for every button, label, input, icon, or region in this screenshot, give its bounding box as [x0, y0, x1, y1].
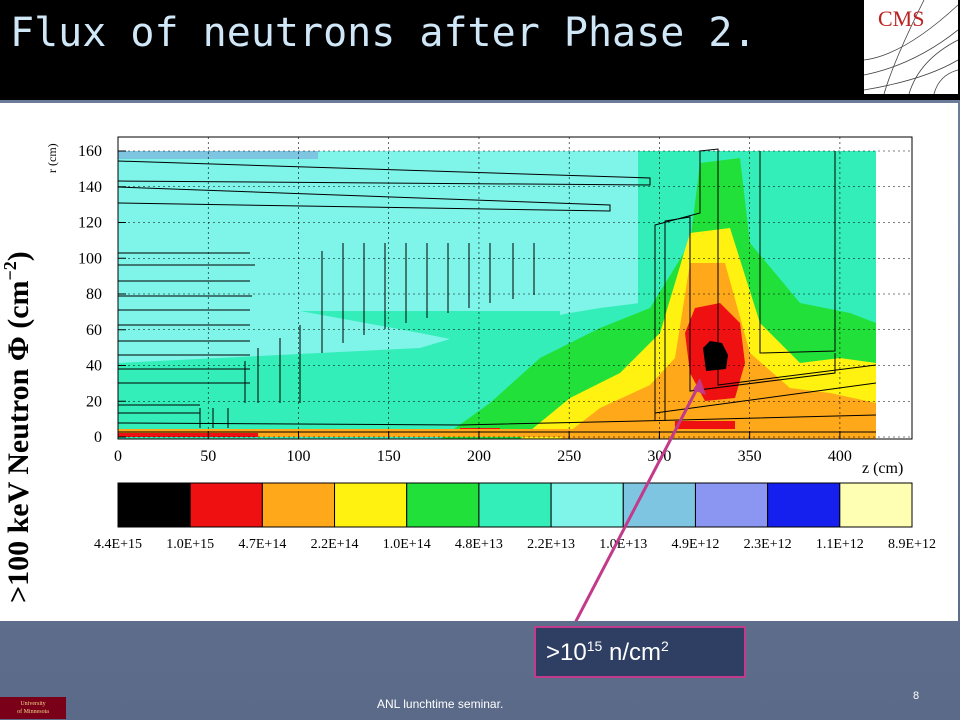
- colorbar-swatch: [261, 482, 336, 528]
- geom-endcap: [664, 216, 836, 421]
- colorbar-label: 1.0E+15: [166, 537, 214, 552]
- grid-lines: [117, 137, 912, 439]
- colorbar-label: 4.8E+13: [455, 537, 503, 552]
- x-tick-label: 0: [114, 448, 122, 465]
- svg-text:>100 keV Neutron Φ (cm−2): >100 keV Neutron Φ (cm−2): [0, 251, 35, 603]
- colorbar-label: 8.9E+12: [888, 537, 936, 552]
- colorbar-swatch: [478, 482, 552, 528]
- x-tick-label: 100: [286, 448, 310, 465]
- geom-endcap-right: [759, 151, 836, 354]
- y-tick-label: 160: [78, 143, 102, 160]
- y-tick-label: 60: [86, 322, 102, 339]
- callout-suffix: n/cm: [602, 639, 661, 666]
- plot-panel: >100 keV Neutron Φ (cm−2): [0, 103, 958, 621]
- colorbar-swatch: [117, 482, 191, 528]
- y-tick-label: 100: [78, 250, 102, 267]
- geom-cone: [654, 382, 877, 414]
- colorbar-label: 1.1E+12: [816, 537, 864, 552]
- colorbar-label: 2.2E+14: [311, 537, 359, 552]
- colorbar: [117, 482, 913, 528]
- colorbar-label: 1.0E+13: [599, 537, 647, 552]
- ylabel-exp: −2: [0, 261, 20, 280]
- outer-y-axis-label: >100 keV Neutron Φ (cm−2): [0, 251, 35, 603]
- ylabel-unit: (cm: [2, 280, 35, 336]
- y-tick-label: 40: [86, 358, 102, 375]
- colorbar-swatch: [839, 482, 913, 528]
- y-axis-label: r (cm): [45, 143, 59, 173]
- callout-exp: 15: [586, 638, 603, 654]
- colorbar-label: 1.0E+14: [383, 537, 431, 552]
- region-lightblue-corner: [118, 151, 318, 159]
- colorbar-label: 4.7E+14: [238, 537, 286, 552]
- footer-text: ANL lunchtime seminar.: [377, 697, 504, 711]
- colorbar-label: 2.2E+13: [527, 537, 575, 552]
- university-logo: University of Minnesota: [0, 697, 66, 719]
- y-tick-label: 120: [78, 215, 102, 232]
- colorbar-label: 4.9E+12: [671, 537, 719, 552]
- colorbar-swatch: [189, 482, 263, 528]
- region-bottom-red: [118, 433, 258, 437]
- colorbar-swatch: [406, 482, 480, 528]
- x-tick-label: 200: [467, 448, 491, 465]
- callout-prefix: >10: [546, 639, 587, 666]
- title-bar: Flux of neutrons after Phase 2.: [0, 0, 960, 100]
- y-tick-label: 0: [94, 429, 102, 446]
- geom-floor: [117, 414, 877, 426]
- region-cyan-upper: [118, 151, 638, 311]
- region-black-core: [703, 341, 728, 371]
- x-tick-label: 400: [828, 448, 852, 465]
- geom-upper-shell: [117, 160, 651, 186]
- geom-upper-shell-2: [117, 186, 611, 212]
- x-tick-label: 150: [377, 448, 401, 465]
- logo-text: CMS: [878, 6, 924, 31]
- heatmap-regions: [118, 151, 876, 439]
- cms-logo: CMS: [863, 0, 959, 95]
- geom-vessel: [654, 148, 877, 421]
- colorbar-labels: 4.4E+15 1.0E+15 4.7E+14 2.2E+14 1.0E+14 4.8E+…: [94, 537, 936, 552]
- ylabel-phi: Φ: [2, 336, 35, 361]
- ylabel-close: ): [2, 251, 35, 261]
- callout-arrowhead: [693, 378, 706, 395]
- colorbar-swatch: [550, 482, 624, 528]
- y-tick-label: 80: [86, 286, 102, 303]
- geom-disks: [199, 243, 535, 428]
- x-axis-ticks: 0 50 100 150 200 250 300 350 400: [114, 431, 852, 465]
- x-tick-label: 350: [738, 448, 762, 465]
- university-line2: of Minnesota: [17, 709, 49, 715]
- university-line1: University: [20, 701, 46, 707]
- y-tick-label: 140: [78, 179, 102, 196]
- x-axis-label: z (cm): [862, 460, 903, 477]
- region-bottom-band: [118, 429, 876, 437]
- y-axis-ticks: 0 20 40 60 80 100 120 140 160: [78, 143, 126, 446]
- slide-title: Flux of neutrons after Phase 2.: [10, 10, 757, 56]
- ylabel-prefix: >100 keV Neutron: [2, 361, 35, 603]
- colorbar-label: 2.3E+12: [744, 537, 792, 552]
- colorbar-swatch: [622, 482, 696, 528]
- x-tick-label: 50: [200, 448, 216, 465]
- colorbar-swatch: [694, 482, 769, 528]
- heatmap-chart: 0 50 100 150 200 250 300 350 400 020406080100120…: [45, 136, 936, 621]
- colorbar-swatch: [767, 482, 841, 528]
- page-number: 8: [913, 690, 920, 702]
- geom-barrel-layers: [118, 252, 255, 414]
- colorbar-swatch: [334, 482, 408, 528]
- callout-arrow: [574, 382, 702, 621]
- detector-geometry: [117, 148, 877, 433]
- colorbar-label: 4.4E+15: [94, 537, 142, 552]
- callout-sq: 2: [660, 638, 669, 654]
- x-tick-label: 250: [557, 448, 581, 465]
- y-tick-label: 20: [86, 393, 102, 410]
- flux-callout: >1015 n/cm2: [534, 626, 746, 678]
